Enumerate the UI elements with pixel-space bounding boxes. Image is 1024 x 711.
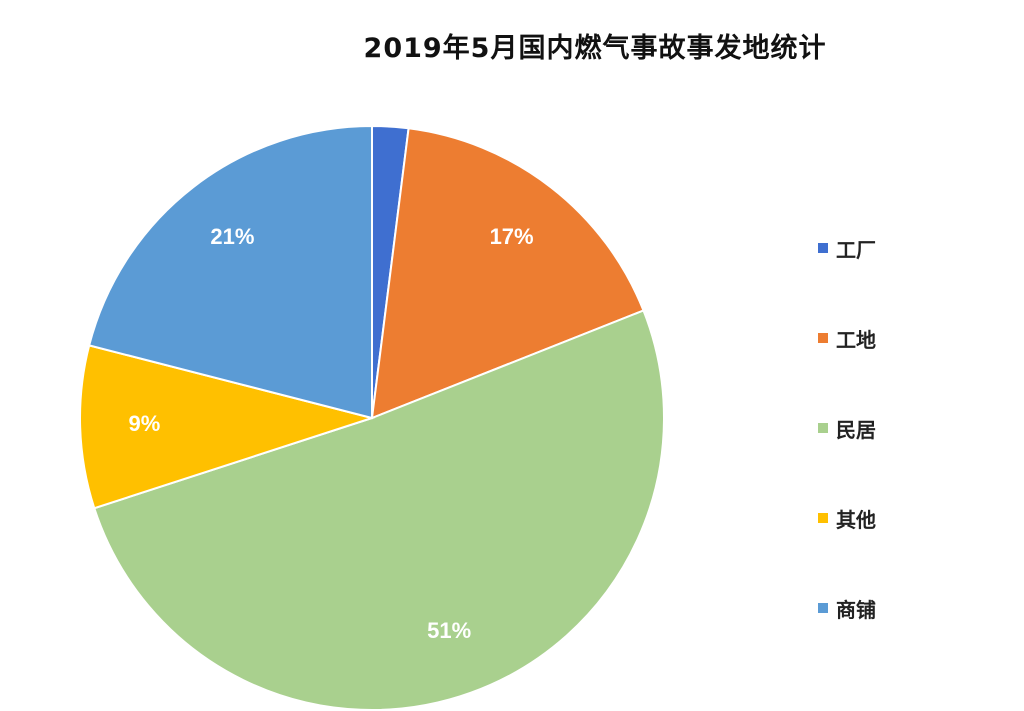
legend-item-other: 其他 <box>818 500 876 536</box>
pie-slice-residence <box>93 309 665 711</box>
data-label-shop: 21% <box>210 224 254 249</box>
legend-item-shop: 商铺 <box>818 590 876 626</box>
chart-title: 2019年5月国内燃气事故事发地统计 <box>363 33 827 64</box>
pie-slice-shop <box>87 124 373 420</box>
legend-swatch-shop <box>818 603 828 613</box>
legend-label-shop: 商铺 <box>836 597 876 622</box>
legend-swatch-factory <box>818 243 828 253</box>
legend-label-construction-site: 工地 <box>836 327 876 352</box>
legend-item-factory: 工厂 <box>818 230 876 266</box>
legend-swatch-residence <box>818 423 828 433</box>
legend: 工厂 工地 民居 其他 商铺 <box>818 230 876 680</box>
legend-item-residence: 民居 <box>818 410 876 446</box>
data-label-other: 9% <box>128 411 160 436</box>
data-label-residence: 51% <box>427 618 471 643</box>
data-label-construction-site: 17% <box>490 224 534 249</box>
legend-label-other: 其他 <box>836 507 876 532</box>
legend-swatch-construction-site <box>818 333 828 343</box>
legend-label-residence: 民居 <box>836 417 876 442</box>
legend-swatch-other <box>818 513 828 523</box>
legend-label-factory: 工厂 <box>836 237 876 262</box>
pie-slice-other <box>79 344 376 510</box>
legend-item-construction-site: 工地 <box>818 320 876 356</box>
pie-slice-construction-site <box>370 127 645 420</box>
